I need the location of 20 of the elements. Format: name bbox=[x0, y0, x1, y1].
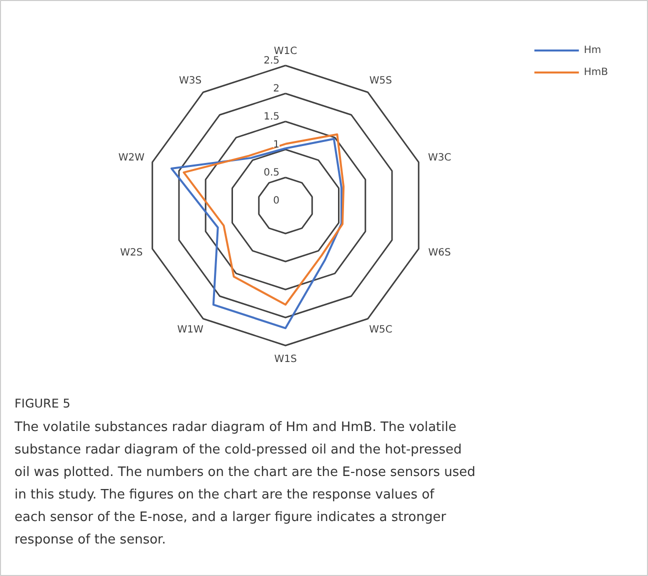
spoke-label: W3S bbox=[178, 75, 202, 86]
spoke-label: W2W bbox=[118, 152, 145, 164]
y-tick-label: 0.5 bbox=[264, 168, 280, 178]
spoke-label: W1S bbox=[274, 354, 297, 365]
spoke-label: W1W bbox=[177, 324, 204, 336]
text: The volatile substances radar diagram of Hm and HmB. The volatile substance radar diagram of the cold-pressed oil and the hot-pressed oil was plotted. The numbers on the chart are the E-nose sensors used in this study. The figures on the chart are the response values of each sensor of the E-nose, and a larger figure indicates a stronger response of the sensor. bbox=[14, 420, 476, 548]
y-tick-label: 2.5 bbox=[264, 56, 280, 66]
spoke-label: W5S bbox=[369, 75, 392, 86]
caption: FIGURE 5 bbox=[14, 396, 70, 410]
spoke-label: W5C bbox=[369, 324, 392, 336]
spoke-label: W1C bbox=[274, 46, 298, 57]
spoke-label: W6S bbox=[428, 248, 451, 259]
y-tick-label: 1.5 bbox=[264, 112, 280, 122]
spoke-label: W3C bbox=[428, 152, 452, 164]
legend-label: Hm bbox=[584, 44, 602, 56]
y-tick-label: 0 bbox=[273, 196, 280, 206]
y-tick-label: 2 bbox=[273, 84, 280, 94]
y-tick-label: 1 bbox=[273, 140, 280, 150]
legend-label: HmB bbox=[584, 66, 608, 78]
spoke-label: W2S bbox=[120, 248, 143, 259]
